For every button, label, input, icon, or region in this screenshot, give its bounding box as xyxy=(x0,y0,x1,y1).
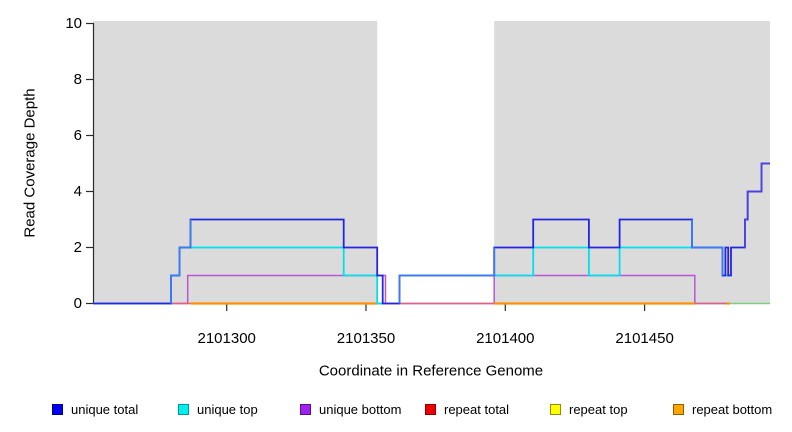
shaded-region xyxy=(494,21,770,304)
y-axis-title: Read Coverage Depth xyxy=(21,88,39,238)
x-tick-label: 2101450 xyxy=(615,330,673,347)
shaded-region xyxy=(93,21,378,304)
x-tick-label: 2101350 xyxy=(337,330,395,347)
series-line-recolor xyxy=(744,162,770,248)
series-line-recolor xyxy=(691,219,724,276)
y-tick-label: 10 xyxy=(65,15,82,32)
x-tick-label: 2101300 xyxy=(197,330,255,347)
y-tick-label: 6 xyxy=(74,127,82,144)
x-axis-title: Coordinate in Reference Genome xyxy=(318,362,544,380)
series-line-recolor xyxy=(170,219,192,304)
y-tick-label: 8 xyxy=(74,71,82,88)
series-line-unique-total xyxy=(93,162,770,305)
series-line-recolor xyxy=(398,247,496,304)
x-tick-label: 2101400 xyxy=(476,330,534,347)
y-tick-label: 0 xyxy=(74,295,82,312)
y-tick-label: 4 xyxy=(74,183,82,200)
y-tick-label: 2 xyxy=(74,239,82,256)
